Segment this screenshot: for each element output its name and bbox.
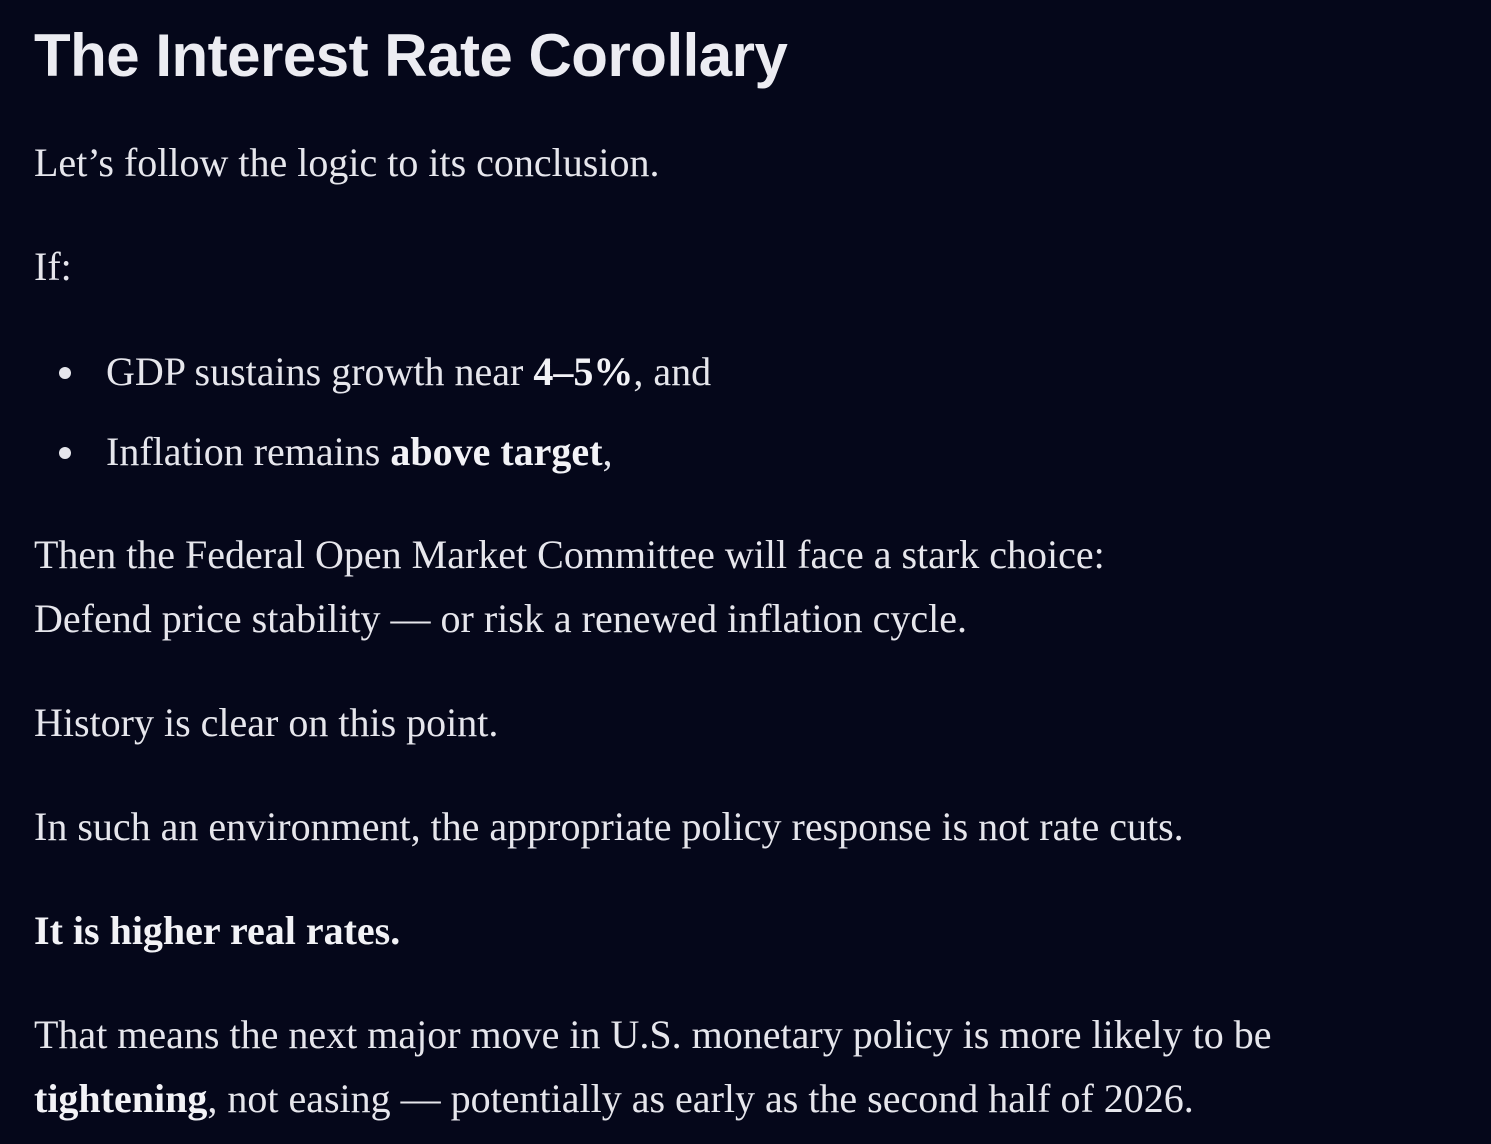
- if-label: If:: [34, 244, 72, 289]
- conclusion-line-1: That means the next major move in U.S. m…: [34, 1012, 1272, 1057]
- history-paragraph: History is clear on this point.: [34, 700, 499, 745]
- intro-paragraph: Let’s follow the logic to its conclusion…: [34, 140, 660, 185]
- list-item-bold: above target: [390, 429, 603, 474]
- choice-paragraph: Then the Federal Open Market Committee w…: [34, 523, 1105, 651]
- conclusion-bold: tightening: [34, 1076, 208, 1121]
- emphasis-paragraph: It is higher real rates.: [34, 899, 400, 963]
- list-item-bold: 4–5%: [533, 349, 634, 394]
- list-item-text: GDP sustains growth near: [106, 349, 534, 394]
- environment-paragraph: In such an environment, the appropriate …: [34, 804, 1184, 849]
- list-item-text: Inflation remains: [106, 429, 391, 474]
- list-item: Inflation remains above target,: [34, 420, 711, 500]
- list-item-text-end: , and: [633, 349, 712, 394]
- choice-line-2: Defend price stability — or risk a renew…: [34, 596, 967, 641]
- list-item: GDP sustains growth near 4–5%, and: [34, 340, 711, 420]
- choice-line-1: Then the Federal Open Market Committee w…: [34, 532, 1105, 577]
- bullet-icon: [59, 447, 71, 459]
- conclusion-paragraph: That means the next major move in U.S. m…: [34, 1003, 1272, 1131]
- conclusion-line-2: , not easing — potentially as early as t…: [207, 1076, 1194, 1121]
- bullet-icon: [59, 367, 71, 379]
- emphasis-bold: It is higher real rates.: [34, 908, 401, 953]
- list-item-text-end: ,: [602, 429, 613, 474]
- article-title: The Interest Rate Corollary: [34, 22, 788, 89]
- conditions-list: GDP sustains growth near 4–5%, and Infla…: [34, 340, 711, 500]
